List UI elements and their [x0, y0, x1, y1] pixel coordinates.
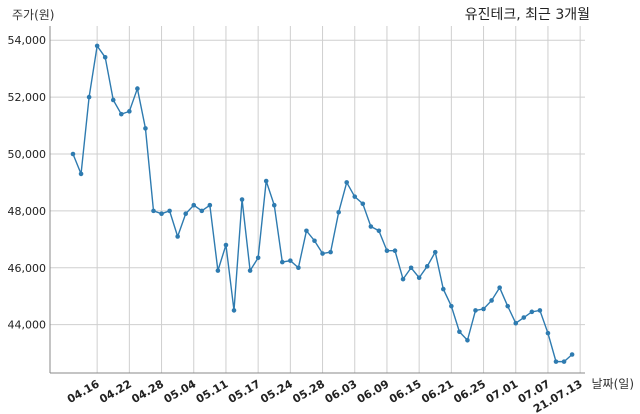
data-point — [231, 308, 237, 313]
data-point — [328, 249, 333, 255]
data-point — [207, 202, 213, 208]
data-point — [561, 359, 567, 364]
data-point — [247, 268, 253, 273]
data-point — [481, 306, 486, 312]
y-tick-label: 50,000 — [8, 148, 47, 161]
data-point — [102, 54, 108, 60]
x-tick-label: 05.04 — [162, 377, 199, 406]
chart-title: 유진테크, 최근 3개월 — [465, 7, 590, 23]
x-tick-label: 07.01 — [484, 377, 521, 406]
data-point — [271, 202, 277, 208]
data-point — [352, 194, 358, 199]
data-point — [360, 201, 366, 207]
x-tick-label: 06.03 — [323, 377, 360, 406]
data-point — [151, 208, 156, 214]
y-tick-label: 54,000 — [8, 34, 47, 47]
x-tick-label: 05.17 — [226, 377, 263, 406]
data-point — [94, 43, 100, 49]
data-point — [424, 264, 430, 269]
data-point — [336, 209, 341, 215]
data-point — [473, 308, 478, 313]
series-price — [70, 43, 575, 364]
data-point — [135, 86, 140, 91]
data-point — [376, 228, 382, 234]
data-point — [288, 258, 293, 263]
data-point — [529, 309, 535, 315]
data-point — [513, 320, 519, 326]
data-point — [449, 303, 454, 309]
data-point — [441, 286, 446, 292]
data-point — [223, 242, 229, 248]
data-point — [70, 151, 76, 157]
x-tick-label: 05.11 — [194, 377, 231, 406]
x-tick-label: 06.15 — [387, 377, 424, 406]
data-point — [110, 97, 116, 103]
data-point — [553, 359, 559, 364]
data-point — [416, 275, 422, 281]
y-tick-label: 44,000 — [8, 319, 47, 332]
data-point — [320, 251, 325, 256]
data-point — [497, 285, 502, 290]
x-axis-title: 날짜(일) — [592, 377, 634, 391]
data-point — [400, 276, 406, 282]
data-point — [239, 197, 245, 202]
data-point — [312, 238, 317, 244]
data-point — [167, 208, 172, 214]
y-tick-label: 46,000 — [8, 262, 47, 275]
data-point — [465, 337, 470, 343]
data-point — [280, 259, 285, 265]
data-point — [408, 265, 414, 271]
data-point — [159, 211, 164, 217]
data-point — [191, 202, 197, 208]
data-point — [296, 265, 301, 271]
x-tick-label: 05.28 — [290, 377, 327, 406]
data-point — [183, 211, 188, 217]
data-point — [505, 303, 511, 309]
data-point — [127, 109, 132, 114]
x-tick-label: 06.25 — [451, 377, 488, 406]
data-point — [432, 249, 438, 255]
x-tick-label: 06.09 — [355, 377, 392, 406]
data-point — [457, 329, 462, 335]
x-tick-label: 04.22 — [97, 377, 134, 406]
data-point — [521, 315, 527, 320]
data-point — [143, 126, 148, 131]
data-point — [215, 268, 221, 273]
data-point — [255, 255, 261, 261]
data-point — [86, 94, 92, 100]
x-tick-label: 04.16 — [65, 377, 102, 406]
data-point — [175, 234, 180, 239]
data-point — [304, 228, 309, 234]
x-tick-label: 06.21 — [419, 377, 456, 406]
y-tick-label: 48,000 — [8, 205, 47, 218]
data-point — [545, 330, 551, 336]
data-point — [392, 248, 398, 253]
grid — [50, 26, 585, 373]
data-point — [537, 308, 543, 313]
data-point — [368, 224, 374, 229]
data-point — [344, 180, 350, 185]
data-point — [199, 208, 205, 214]
data-point — [384, 248, 390, 253]
data-point — [569, 352, 575, 357]
x-tick-label: 05.24 — [258, 377, 295, 406]
axes: 44,000 46,000 48,000 50,000 52,000 54,000 04.1… — [8, 26, 585, 414]
x-tick-label: 04.28 — [129, 377, 166, 406]
data-point — [489, 298, 494, 303]
data-point — [78, 171, 84, 177]
y-axis-title: 주가(원) — [12, 8, 54, 22]
data-point — [263, 178, 269, 184]
y-tick-label: 52,000 — [8, 91, 47, 104]
data-point — [119, 111, 124, 117]
